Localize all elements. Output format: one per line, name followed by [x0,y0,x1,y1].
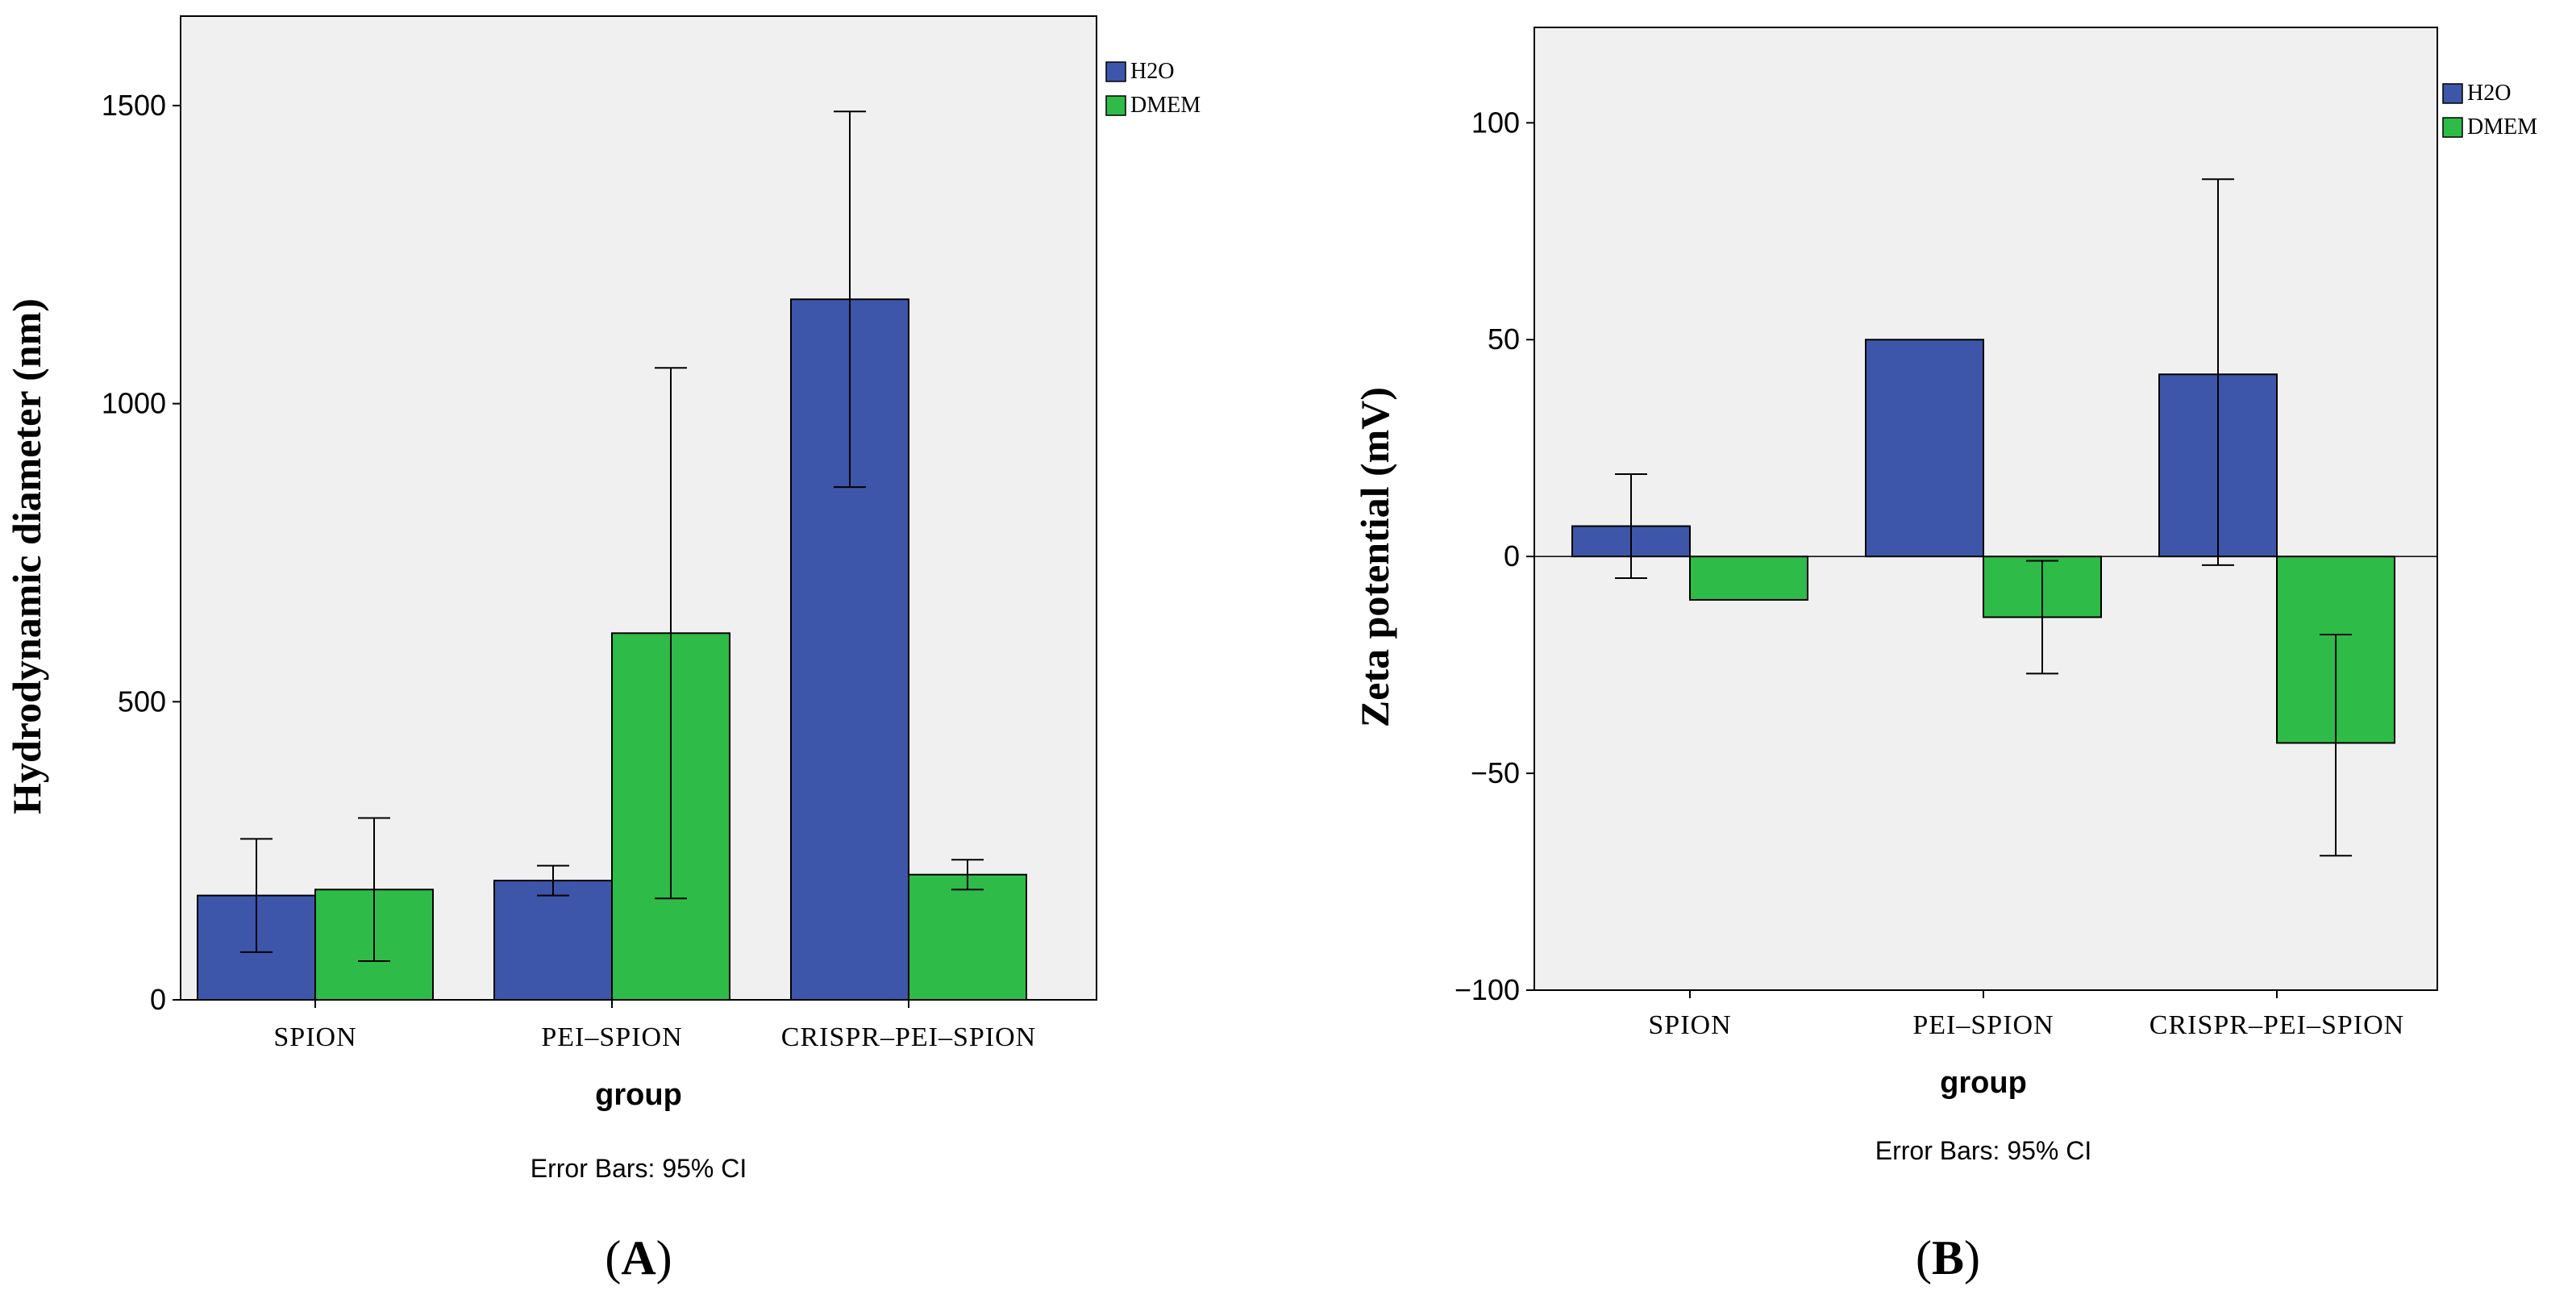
y-tick-label: −100 [1454,973,1520,1006]
y-tick-label: 500 [118,685,166,718]
y-tick-label: −50 [1471,756,1520,789]
panel-label-part: ) [1964,1231,1980,1284]
error-bar-footnote: Error Bars: 95% CI [1875,1136,2092,1165]
chart-zeta-potential: −100 −50 0 50 100 SPION PEI–SPION CRISPR–PEI–SP… [1352,27,2537,1284]
x-tick-label: PEI–SPION [1912,1010,2054,1040]
panel-label-part: B [1932,1231,1964,1284]
x-axis-title: group [1940,1066,2027,1100]
legend-label-dmem: DMEM [2467,114,2537,139]
bar-h2o-2 [493,880,613,1001]
legend-swatch-dmem [2442,117,2463,138]
y-tick-label: 1500 [102,89,166,122]
panel-label-part: ( [605,1231,621,1284]
legend-label-h2o: H2O [1130,59,1174,84]
x-axis-title: group [595,1078,682,1112]
panel-label-part: ( [1916,1231,1932,1284]
y-axis-title: Hydrodynamic diameter (nm) [4,298,49,814]
y-tick-label: 50 [1488,323,1520,356]
y-tick-label: 0 [150,983,166,1016]
error-bar-footnote: Error Bars: 95% CI [531,1154,747,1183]
legend-swatch-h2o [2442,83,2463,104]
legend-label-dmem: DMEM [1130,93,1201,118]
plot-area [1534,27,2438,991]
x-tick-label: SPION [1648,1010,1731,1040]
y-tick-label: 100 [1471,106,1520,139]
bar-dmem-3 [908,873,1027,1001]
panel-label: (A) [605,1231,672,1284]
panel-label-part: A [621,1231,655,1284]
bar-h2o-2 [1865,339,1984,558]
x-tick-label: CRISPR–PEI–SPION [781,1022,1036,1052]
x-tick-label: CRISPR–PEI–SPION [2149,1010,2404,1040]
legend-swatch-h2o [1105,61,1126,82]
bar-dmem-1 [1689,556,1808,601]
chart-hydrodynamic-diameter: 0 500 1000 1500 SPION PEI–SPION CRISPR–PEI–SPI… [4,15,1201,1284]
x-tick-label: PEI–SPION [541,1022,682,1052]
panel-label: (B) [1916,1231,1980,1284]
x-tick-label: SPION [273,1022,356,1052]
panel-label-part: ) [656,1231,672,1284]
legend-swatch-dmem [1105,95,1126,116]
y-axis-title: Zeta potential (mV) [1352,387,1397,727]
legend-label-h2o: H2O [2467,81,2511,106]
y-tick-label: 0 [1504,539,1520,572]
y-tick-label: 1000 [102,387,166,420]
